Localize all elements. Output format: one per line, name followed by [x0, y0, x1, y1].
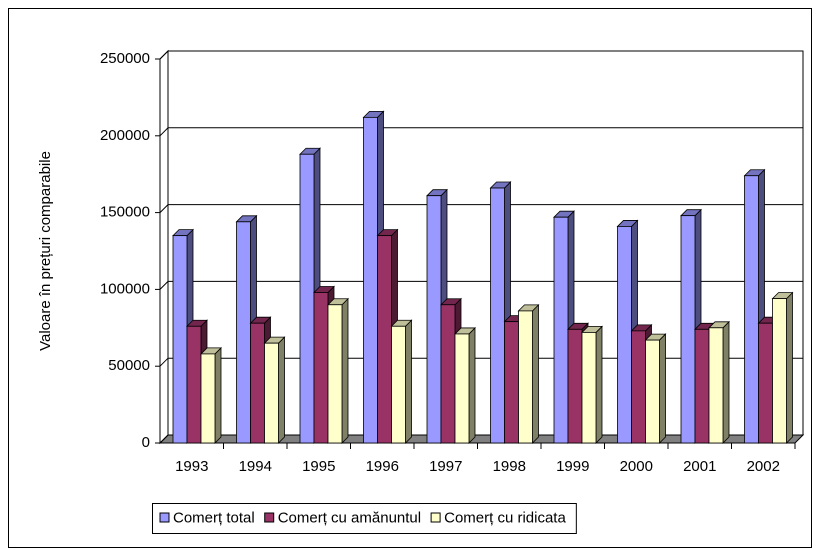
bar-front [327, 304, 343, 444]
legend-swatch [430, 512, 441, 523]
bar-side [659, 333, 666, 444]
x-tick-label: 1996 [366, 458, 399, 475]
bar-front [236, 221, 251, 444]
bar [517, 303, 540, 444]
bar [327, 297, 349, 444]
legend-label: Comerț total [173, 509, 255, 526]
bar [200, 346, 222, 444]
bar [454, 326, 476, 444]
legend: Comerț total Comerț cu amănuntul Comerț cu… [152, 503, 577, 534]
x-tick-label: 1994 [239, 458, 272, 475]
bar-front [758, 322, 773, 444]
grid-line [159, 280, 803, 290]
bar-front [617, 226, 632, 444]
y-tick-label: 50000 [108, 357, 150, 374]
bar-front [708, 327, 724, 444]
bar-front [518, 310, 533, 444]
bar-front [250, 322, 265, 444]
bar-side [405, 319, 412, 444]
bar [581, 325, 603, 444]
bar [708, 320, 730, 444]
bar-front [454, 333, 470, 444]
bar-front [645, 339, 660, 444]
bar-front [313, 292, 329, 444]
x-tick-label: 1998 [493, 458, 526, 475]
bar [771, 291, 794, 444]
bar-front [631, 330, 646, 444]
y-tick-label: 150000 [100, 204, 150, 221]
bar-front [426, 195, 442, 444]
bar-side [786, 291, 793, 444]
legend-swatch [159, 512, 170, 523]
bar-side [278, 336, 285, 444]
bar-front [694, 328, 710, 444]
bar-side [595, 325, 603, 444]
legend-box [152, 503, 577, 534]
y-tick-label: 0 [142, 434, 150, 451]
bar-front [186, 325, 202, 444]
y-tick-label: 100000 [100, 280, 150, 297]
side-wall [159, 49, 169, 445]
bar-front [200, 353, 216, 444]
legend-label: Comerț cu amănuntul [278, 509, 421, 526]
bar-front [553, 216, 569, 444]
bar-front [581, 332, 597, 444]
x-tick-label: 2002 [747, 458, 780, 475]
bar-front [440, 304, 456, 444]
y-tick-label: 250000 [100, 50, 150, 67]
x-tick-label: 1993 [175, 458, 208, 475]
legend-swatch [264, 512, 275, 523]
bar-side [341, 297, 349, 444]
bar-front [567, 328, 583, 444]
grid-line [159, 127, 803, 137]
bar-side [722, 320, 730, 444]
bar-front [377, 235, 392, 444]
x-tick-label: 2001 [683, 458, 716, 475]
bar-side [532, 303, 539, 444]
bar-front [299, 153, 315, 444]
bar-front [363, 116, 378, 444]
bar-front [172, 235, 188, 444]
x-tick-label: 1995 [302, 458, 335, 475]
grid-line [159, 50, 803, 60]
bar-side [468, 326, 476, 444]
bar-front [391, 325, 406, 444]
x-tick-label: 2000 [620, 458, 653, 475]
grid-line [159, 204, 803, 213]
bar-front [744, 175, 759, 444]
bar-front [680, 215, 696, 444]
bar-side [214, 346, 222, 444]
bar-front [772, 298, 787, 444]
bar-front [504, 321, 519, 444]
legend-label: Comerț cu ridicata [444, 509, 566, 526]
bar [263, 336, 286, 444]
bar [644, 333, 667, 444]
x-tick-label: 1997 [429, 458, 462, 475]
y-axis-label: Valoare în prețuri comparabile [37, 151, 54, 351]
x-tick-label: 1999 [556, 458, 589, 475]
bar-front [264, 342, 279, 444]
bar-front [490, 187, 505, 444]
bar [390, 319, 413, 444]
y-tick-label: 200000 [100, 127, 150, 144]
